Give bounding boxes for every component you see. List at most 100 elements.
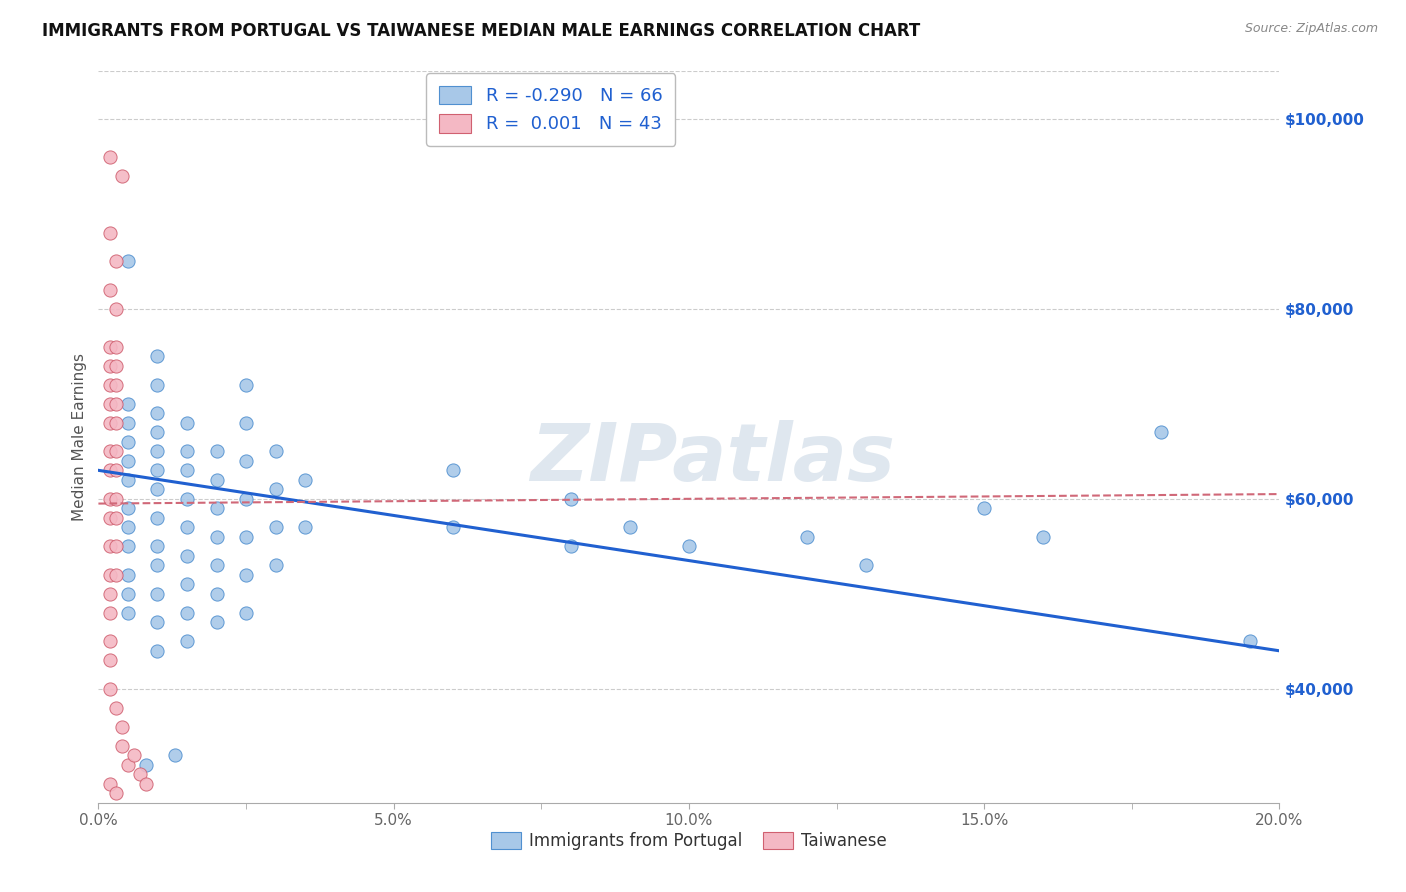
Point bbox=[146, 539, 169, 553]
Point bbox=[146, 511, 169, 525]
Point bbox=[98, 634, 121, 648]
Point bbox=[264, 483, 287, 497]
Point bbox=[117, 254, 139, 268]
Point bbox=[205, 444, 228, 458]
Point bbox=[105, 301, 128, 316]
Point bbox=[176, 444, 198, 458]
Point bbox=[264, 520, 287, 534]
Point bbox=[105, 511, 128, 525]
Point bbox=[98, 567, 121, 582]
Point bbox=[135, 777, 157, 791]
Point bbox=[105, 254, 128, 268]
Point bbox=[98, 226, 121, 240]
Point bbox=[205, 587, 228, 601]
Point bbox=[264, 558, 287, 573]
Point bbox=[176, 491, 198, 506]
Point bbox=[176, 577, 198, 591]
Point bbox=[165, 748, 187, 763]
Point bbox=[176, 520, 198, 534]
Point bbox=[105, 567, 128, 582]
Point bbox=[176, 634, 198, 648]
Point bbox=[98, 606, 121, 620]
Point bbox=[105, 701, 128, 715]
Point bbox=[235, 454, 257, 468]
Point bbox=[146, 425, 169, 440]
Point bbox=[117, 606, 139, 620]
Point bbox=[1032, 530, 1054, 544]
Point bbox=[264, 444, 287, 458]
Point bbox=[117, 520, 139, 534]
Point bbox=[560, 539, 582, 553]
Point bbox=[176, 463, 198, 477]
Point bbox=[146, 644, 169, 658]
Point bbox=[98, 587, 121, 601]
Point bbox=[176, 606, 198, 620]
Point bbox=[294, 473, 316, 487]
Point bbox=[146, 444, 169, 458]
Point bbox=[105, 359, 128, 373]
Text: Source: ZipAtlas.com: Source: ZipAtlas.com bbox=[1244, 22, 1378, 36]
Point bbox=[146, 463, 169, 477]
Point bbox=[105, 463, 128, 477]
Point bbox=[105, 377, 128, 392]
Point bbox=[98, 463, 121, 477]
Point bbox=[117, 416, 139, 430]
Point bbox=[146, 615, 169, 630]
Point bbox=[235, 416, 257, 430]
Point bbox=[146, 349, 169, 363]
Point bbox=[98, 340, 121, 354]
Point bbox=[105, 491, 128, 506]
Point bbox=[117, 454, 139, 468]
Point bbox=[146, 377, 169, 392]
Y-axis label: Median Male Earnings: Median Male Earnings bbox=[72, 353, 87, 521]
Point bbox=[117, 587, 139, 601]
Point bbox=[98, 359, 121, 373]
Point bbox=[105, 340, 128, 354]
Point bbox=[146, 558, 169, 573]
Point bbox=[796, 530, 818, 544]
Point bbox=[560, 491, 582, 506]
Point bbox=[117, 539, 139, 553]
Point bbox=[176, 416, 198, 430]
Point bbox=[235, 377, 257, 392]
Point bbox=[111, 739, 134, 753]
Point bbox=[98, 283, 121, 297]
Point bbox=[105, 444, 128, 458]
Point bbox=[441, 520, 464, 534]
Point bbox=[98, 377, 121, 392]
Point bbox=[98, 777, 121, 791]
Point bbox=[105, 539, 128, 553]
Point bbox=[105, 397, 128, 411]
Point bbox=[678, 539, 700, 553]
Point bbox=[235, 491, 257, 506]
Point bbox=[117, 473, 139, 487]
Point bbox=[98, 416, 121, 430]
Point bbox=[176, 549, 198, 563]
Text: IMMIGRANTS FROM PORTUGAL VS TAIWANESE MEDIAN MALE EARNINGS CORRELATION CHART: IMMIGRANTS FROM PORTUGAL VS TAIWANESE ME… bbox=[42, 22, 921, 40]
Point bbox=[98, 150, 121, 164]
Point bbox=[98, 491, 121, 506]
Legend: Immigrants from Portugal, Taiwanese: Immigrants from Portugal, Taiwanese bbox=[485, 825, 893, 856]
Point bbox=[105, 416, 128, 430]
Point bbox=[135, 757, 157, 772]
Point bbox=[205, 615, 228, 630]
Point bbox=[205, 473, 228, 487]
Point bbox=[111, 720, 134, 734]
Point bbox=[205, 558, 228, 573]
Point bbox=[973, 501, 995, 516]
Point bbox=[122, 748, 145, 763]
Point bbox=[98, 653, 121, 667]
Point bbox=[235, 606, 257, 620]
Point bbox=[128, 767, 150, 781]
Point bbox=[1239, 634, 1261, 648]
Point bbox=[98, 511, 121, 525]
Point bbox=[235, 530, 257, 544]
Point bbox=[205, 530, 228, 544]
Point bbox=[117, 501, 139, 516]
Point bbox=[235, 567, 257, 582]
Point bbox=[105, 786, 128, 800]
Point bbox=[117, 397, 139, 411]
Point bbox=[441, 463, 464, 477]
Point bbox=[98, 539, 121, 553]
Point bbox=[117, 567, 139, 582]
